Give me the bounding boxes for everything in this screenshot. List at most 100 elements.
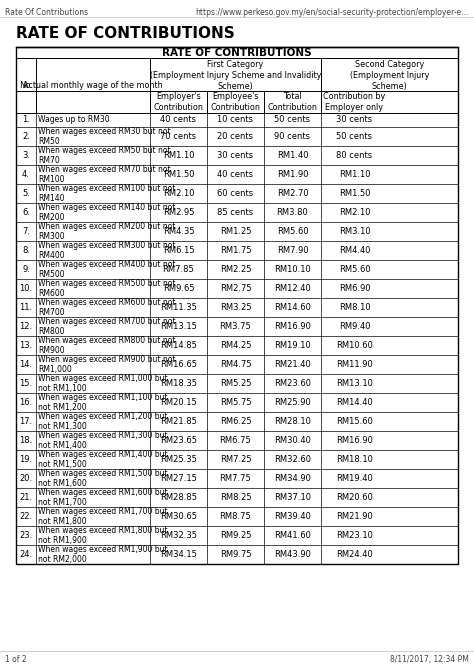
Text: 12.: 12.: [19, 322, 33, 331]
Text: RM13.10: RM13.10: [336, 379, 373, 388]
Text: RM14.40: RM14.40: [336, 398, 373, 407]
Text: RM9.40: RM9.40: [339, 322, 370, 331]
Text: RM5.60: RM5.60: [277, 227, 308, 236]
Text: When wages exceed RM500 but not
RM600: When wages exceed RM500 but not RM600: [38, 278, 175, 298]
Text: RM11.90: RM11.90: [336, 360, 373, 369]
Text: RM16.90: RM16.90: [274, 322, 311, 331]
Text: RATE OF CONTRIBUTIONS: RATE OF CONTRIBUTIONS: [16, 26, 235, 41]
Text: 5.: 5.: [22, 189, 30, 198]
Text: RM2.95: RM2.95: [163, 208, 194, 217]
Text: RM4.40: RM4.40: [339, 246, 370, 255]
Text: 8.: 8.: [22, 246, 30, 255]
Text: When wages exceed RM30 but not
RM50: When wages exceed RM30 but not RM50: [38, 126, 171, 147]
Text: RM6.25: RM6.25: [219, 417, 251, 426]
Text: RM43.90: RM43.90: [274, 550, 311, 559]
Text: 80 cents: 80 cents: [337, 151, 373, 160]
Text: 24.: 24.: [19, 550, 33, 559]
Text: RM1.75: RM1.75: [219, 246, 251, 255]
Text: RATE OF CONTRIBUTIONS: RATE OF CONTRIBUTIONS: [162, 47, 312, 58]
Text: 4.: 4.: [22, 170, 30, 179]
Text: 85 cents: 85 cents: [218, 208, 254, 217]
Text: RM4.75: RM4.75: [219, 360, 251, 369]
Text: 19.: 19.: [19, 455, 33, 464]
Text: When wages exceed RM1,100 but
not RM1,200: When wages exceed RM1,100 but not RM1,20…: [38, 393, 167, 412]
Text: Second Category
(Employment Injury
Scheme): Second Category (Employment Injury Schem…: [350, 60, 429, 91]
Text: Contribution by
Employer only: Contribution by Employer only: [323, 92, 386, 112]
Text: RM21.40: RM21.40: [274, 360, 311, 369]
Text: 20 cents: 20 cents: [218, 132, 254, 141]
Text: RM1.25: RM1.25: [220, 227, 251, 236]
Text: RM23.60: RM23.60: [274, 379, 311, 388]
Text: When wages exceed RM800 but not
RM900: When wages exceed RM800 but not RM900: [38, 336, 175, 355]
Text: 70 cents: 70 cents: [160, 132, 197, 141]
Text: RM16.65: RM16.65: [160, 360, 197, 369]
Text: RM14.85: RM14.85: [160, 341, 197, 350]
Text: RM7.75: RM7.75: [219, 474, 251, 483]
Text: When wages exceed RM900 but not
RM1,000: When wages exceed RM900 but not RM1,000: [38, 355, 175, 375]
Text: 9.: 9.: [22, 265, 30, 274]
Text: RM10.60: RM10.60: [336, 341, 373, 350]
Text: When wages exceed RM1,300 but
not RM1,400: When wages exceed RM1,300 but not RM1,40…: [38, 431, 168, 450]
Text: RM24.40: RM24.40: [336, 550, 373, 559]
Text: 50 cents: 50 cents: [274, 116, 310, 124]
Text: RM32.60: RM32.60: [274, 455, 311, 464]
Text: 40 cents: 40 cents: [161, 116, 197, 124]
Text: RM30.40: RM30.40: [274, 436, 311, 445]
Text: Actual monthly wage of the month: Actual monthly wage of the month: [23, 81, 163, 90]
Text: First Category
(Employment Injury Scheme and Invalidity
Scheme): First Category (Employment Injury Scheme…: [150, 60, 321, 91]
Text: When wages exceed RM600 but not
RM700: When wages exceed RM600 but not RM700: [38, 298, 175, 317]
Text: RM34.15: RM34.15: [160, 550, 197, 559]
Text: 16.: 16.: [19, 398, 33, 407]
Text: RM19.40: RM19.40: [336, 474, 373, 483]
Text: RM11.35: RM11.35: [160, 303, 197, 312]
Text: 10 cents: 10 cents: [218, 116, 254, 124]
Text: 10.: 10.: [19, 284, 33, 293]
Text: RM2.70: RM2.70: [277, 189, 308, 198]
Text: 3.: 3.: [22, 151, 30, 160]
Text: When wages exceed RM400 but not
RM500: When wages exceed RM400 but not RM500: [38, 260, 175, 280]
Text: RM23.65: RM23.65: [160, 436, 197, 445]
Text: 30 cents: 30 cents: [218, 151, 254, 160]
Text: RM9.75: RM9.75: [219, 550, 251, 559]
Text: RM25.35: RM25.35: [160, 455, 197, 464]
Text: When wages exceed RM300 but not
RM400: When wages exceed RM300 but not RM400: [38, 241, 175, 260]
Text: RM2.10: RM2.10: [339, 208, 370, 217]
Text: When wages exceed RM1,000 but
not RM1,100: When wages exceed RM1,000 but not RM1,10…: [38, 373, 168, 393]
Text: RM16.90: RM16.90: [336, 436, 373, 445]
Text: RM19.10: RM19.10: [274, 341, 311, 350]
Text: RM21.90: RM21.90: [336, 512, 373, 521]
Text: When wages exceed RM1,200 but
not RM1,300: When wages exceed RM1,200 but not RM1,30…: [38, 411, 167, 432]
Text: RM4.25: RM4.25: [220, 341, 251, 350]
Text: 18.: 18.: [19, 436, 33, 445]
Text: Employer's
Contribution: Employer's Contribution: [154, 92, 203, 112]
Text: RM37.10: RM37.10: [274, 493, 311, 502]
Text: 22.: 22.: [19, 512, 33, 521]
Text: RM8.75: RM8.75: [219, 512, 251, 521]
Text: RM7.25: RM7.25: [219, 455, 251, 464]
Bar: [16, 47, 458, 564]
Text: 2.: 2.: [22, 132, 30, 141]
Text: 8/11/2017, 12:34 PM: 8/11/2017, 12:34 PM: [390, 655, 469, 664]
Text: RM8.25: RM8.25: [219, 493, 251, 502]
Text: When wages exceed RM50 but not
RM70: When wages exceed RM50 but not RM70: [38, 146, 171, 165]
Text: RM32.35: RM32.35: [160, 531, 197, 540]
Text: RM15.60: RM15.60: [336, 417, 373, 426]
Text: RM1.10: RM1.10: [339, 170, 370, 179]
Text: 13.: 13.: [19, 341, 33, 350]
Text: When wages exceed RM700 but not
RM800: When wages exceed RM700 but not RM800: [38, 316, 175, 337]
Text: RM20.60: RM20.60: [336, 493, 373, 502]
Text: Rate Of Contributions: Rate Of Contributions: [5, 8, 88, 17]
Text: 90 cents: 90 cents: [274, 132, 310, 141]
Text: RM1.50: RM1.50: [163, 170, 194, 179]
Text: https://www.perkeso.gov.my/en/social-security-protection/employer-e...: https://www.perkeso.gov.my/en/social-sec…: [196, 8, 469, 17]
Text: RM7.85: RM7.85: [163, 265, 194, 274]
Text: RM5.25: RM5.25: [220, 379, 251, 388]
Text: RM1.50: RM1.50: [339, 189, 370, 198]
Text: No.: No.: [19, 81, 33, 90]
Text: RM6.90: RM6.90: [339, 284, 370, 293]
Text: 14.: 14.: [19, 360, 33, 369]
Text: RM8.10: RM8.10: [339, 303, 370, 312]
Text: RM25.90: RM25.90: [274, 398, 311, 407]
Text: Total
Contribution: Total Contribution: [267, 92, 318, 112]
Text: RM30.65: RM30.65: [160, 512, 197, 521]
